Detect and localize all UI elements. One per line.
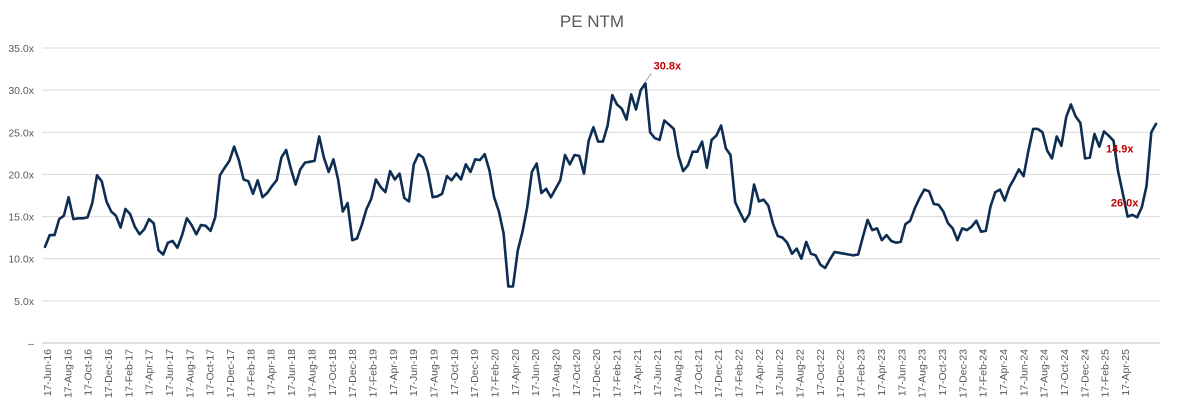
x-tick-label: 17-Feb-21	[612, 349, 624, 398]
x-tick-label: 17-Apr-25	[1120, 349, 1132, 396]
x-tick-label: 17-Aug-20	[550, 349, 562, 398]
y-tick-label: 35.0x	[8, 43, 34, 55]
x-tick-label: 17-Apr-20	[510, 349, 522, 396]
x-tick-label: 17-Oct-23	[937, 349, 949, 396]
x-axis: 17-Jun-16 17-Aug-16 17-Oct-16 17-Dec-16 17-F…	[42, 342, 1160, 398]
gridlines	[42, 47, 1160, 302]
x-tick-label: 17-Dec-17	[225, 349, 237, 398]
annotation-leader	[645, 73, 652, 82]
y-tick-label: 15.0x	[8, 212, 34, 224]
x-tick-label: 17-Apr-23	[876, 349, 888, 396]
x-tick-label: 17-Aug-19	[428, 349, 440, 398]
x-tick-label: 17-Aug-22	[795, 349, 807, 398]
x-tick-label: 17-Feb-25	[1100, 349, 1112, 398]
x-tick-label: 17-Dec-24	[1079, 349, 1091, 398]
x-tick-label: 17-Oct-19	[449, 349, 461, 396]
series-line	[43, 82, 1158, 288]
series-layer	[43, 82, 1158, 288]
y-axis: – 5.0x 10.0x 15.0x 20.0x 25.0x 30.0x 35.0x	[8, 43, 34, 350]
y-tick-label: 5.0x	[14, 296, 35, 308]
chart-title: PE NTM	[560, 12, 624, 31]
x-tick-label: 17-Feb-19	[367, 349, 379, 398]
x-tick-label: 17-Oct-22	[815, 349, 827, 396]
x-tick-label: 17-Aug-21	[673, 349, 685, 398]
x-tick-label: 17-Jun-24	[1018, 349, 1030, 396]
x-tick-label: 17-Dec-21	[713, 349, 725, 398]
x-tick-label: 17-Dec-16	[103, 349, 115, 398]
x-tick-label: 17-Dec-20	[591, 349, 603, 398]
x-tick-label: 17-Aug-16	[62, 349, 74, 398]
data-label: 26.0x	[1111, 198, 1139, 210]
x-tick-label: 17-Jun-18	[286, 349, 298, 396]
x-tick-label: 17-Feb-17	[123, 349, 135, 398]
x-tick-label: 17-Feb-24	[978, 349, 990, 398]
data-label: 30.8x	[654, 60, 682, 72]
y-tick-label: 25.0x	[8, 127, 34, 139]
y-tick-label: 10.0x	[8, 254, 34, 266]
x-tick-label: 17-Aug-23	[917, 349, 929, 398]
x-tick-label: 17-Oct-21	[693, 349, 705, 396]
y-tick-label: 20.0x	[8, 169, 34, 181]
x-tick-label: 17-Jun-23	[896, 349, 908, 396]
x-tick-label: 17-Jun-16	[42, 349, 54, 396]
annotations: 30.8x 14.9x 26.0x	[645, 60, 1139, 210]
x-tick-label: 17-Jun-22	[774, 349, 786, 396]
x-tick-label: 17-Oct-24	[1059, 349, 1071, 396]
x-tick-label: 17-Jun-19	[408, 349, 420, 396]
x-tick-label: 17-Feb-18	[245, 349, 257, 398]
x-tick-label: 17-Dec-19	[469, 349, 481, 398]
data-label: 14.9x	[1106, 144, 1134, 156]
y-tick-label: –	[28, 338, 34, 350]
x-tick-label: 17-Apr-22	[754, 349, 766, 396]
x-tick-label: 17-Dec-18	[347, 349, 359, 398]
x-tick-label: 17-Oct-16	[83, 349, 95, 396]
x-tick-label: 17-Aug-17	[184, 349, 196, 398]
x-tick-label: 17-Oct-17	[205, 349, 217, 396]
y-tick-label: 30.0x	[8, 85, 34, 97]
x-tick-label: 17-Jun-17	[164, 349, 176, 396]
x-tick-label: 17-Jun-21	[652, 349, 664, 396]
x-tick-label: 17-Dec-22	[835, 349, 847, 398]
x-tick-label: 17-Oct-20	[571, 349, 583, 396]
x-tick-label: 17-Dec-23	[957, 349, 969, 398]
x-tick-label: 17-Feb-20	[489, 349, 501, 398]
x-tick-label: 17-Jun-20	[530, 349, 542, 396]
x-tick-label: 17-Feb-23	[856, 349, 868, 398]
x-tick-label: 17-Aug-18	[306, 349, 318, 398]
x-tick-label: 17-Apr-17	[144, 349, 156, 396]
x-tick-label: 17-Apr-24	[998, 349, 1010, 396]
x-tick-label: 17-Feb-22	[734, 349, 746, 398]
x-tick-label: 17-Apr-21	[632, 349, 644, 396]
x-tick-label: 17-Aug-24	[1039, 349, 1051, 398]
x-tick-label: 17-Apr-18	[266, 349, 278, 396]
x-tick-label: 17-Apr-19	[388, 349, 400, 396]
x-tick-label: 17-Oct-18	[327, 349, 339, 396]
